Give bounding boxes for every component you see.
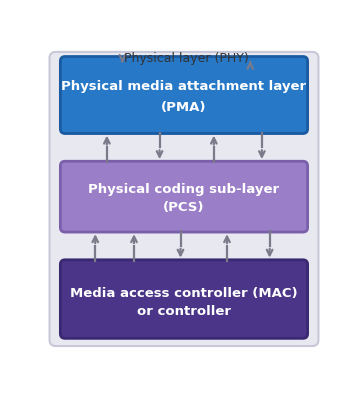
Text: Physical coding sub-layer: Physical coding sub-layer <box>88 183 280 196</box>
FancyBboxPatch shape <box>60 56 308 134</box>
Text: or controller: or controller <box>137 305 231 318</box>
Text: (PMA): (PMA) <box>161 101 207 114</box>
Text: Physical media attachment layer: Physical media attachment layer <box>61 80 307 93</box>
Text: Media access controller (MAC): Media access controller (MAC) <box>70 287 298 300</box>
FancyBboxPatch shape <box>60 260 308 338</box>
Text: (PCS): (PCS) <box>163 201 205 214</box>
FancyBboxPatch shape <box>50 52 318 346</box>
FancyBboxPatch shape <box>60 161 308 232</box>
Text: Physical layer (PHY): Physical layer (PHY) <box>124 52 249 65</box>
